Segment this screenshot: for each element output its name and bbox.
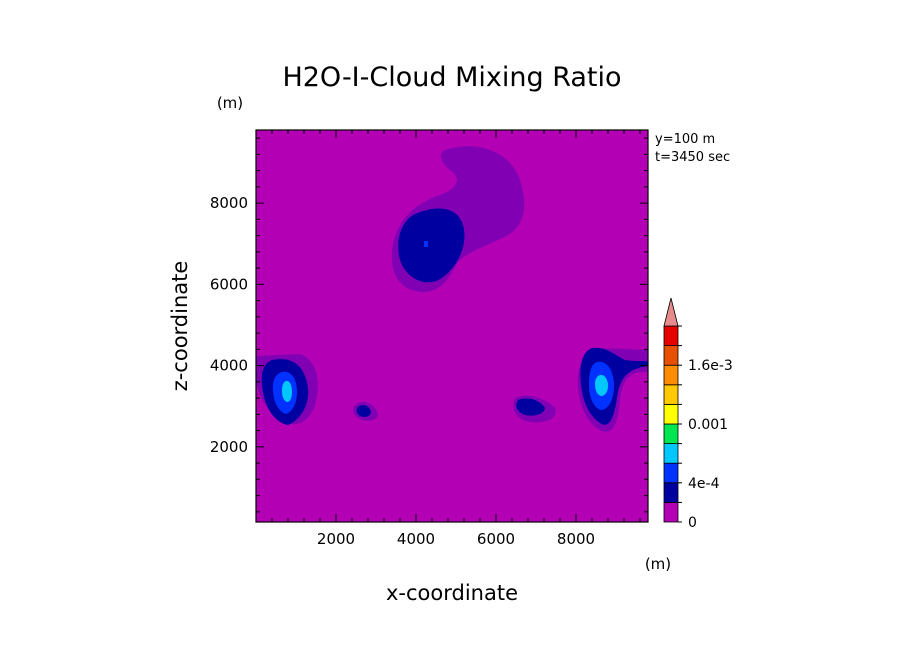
axes: 2000 4000 6000 8000 2000 4000 6000 8000 <box>210 130 648 548</box>
x-tick-label: 8000 <box>557 530 595 548</box>
x-tick-label: 2000 <box>317 530 355 548</box>
contour-upper-core <box>398 208 465 283</box>
contour-small-a-core <box>356 405 371 417</box>
annotation-t: t=3450 sec <box>655 150 730 165</box>
contour-upper-core-speck <box>424 241 428 247</box>
y-axis-title: z-coordinate <box>168 261 192 392</box>
y-unit-label: (m) <box>217 94 243 112</box>
colorbar-bin <box>663 462 679 484</box>
colorbar-bin <box>663 443 679 464</box>
x-unit-label: (m) <box>645 555 671 573</box>
x-axis-title: x-coordinate <box>386 581 518 605</box>
y-tick-label: 8000 <box>210 194 248 212</box>
y-tick-label: 6000 <box>210 275 248 293</box>
colorbar-label: 4e-4 <box>688 476 720 492</box>
colorbar-bin <box>663 403 679 425</box>
colorbar: 0 4e-4 0.001 1.6e-3 <box>663 297 733 531</box>
y-tick-label: 4000 <box>210 357 248 375</box>
colorbar-label: 0.001 <box>688 417 728 433</box>
colorbar-label: 0 <box>688 515 697 531</box>
colorbar-bin <box>663 423 679 445</box>
colorbar-bin <box>663 364 679 386</box>
y-tick-label: 2000 <box>210 438 248 456</box>
colorbar-bin <box>663 482 679 503</box>
colorbar-label: 1.6e-3 <box>688 358 733 374</box>
plot-frame <box>255 129 649 523</box>
colorbar-bin <box>663 345 679 366</box>
colorbar-extension <box>663 297 679 327</box>
contour-small-b-core <box>516 398 545 416</box>
colorbar-bin <box>663 325 679 347</box>
contour-right-core <box>595 374 608 396</box>
colorbar-bin <box>663 501 679 523</box>
plot-area <box>255 129 649 523</box>
x-tick-label: 4000 <box>397 530 435 548</box>
contour-left-core <box>282 380 292 402</box>
chart-title: H2O-I-Cloud Mixing Ratio <box>282 62 621 93</box>
colorbar-bin <box>663 384 679 405</box>
x-tick-label: 6000 <box>477 530 515 548</box>
annotation-y: y=100 m <box>655 132 715 147</box>
